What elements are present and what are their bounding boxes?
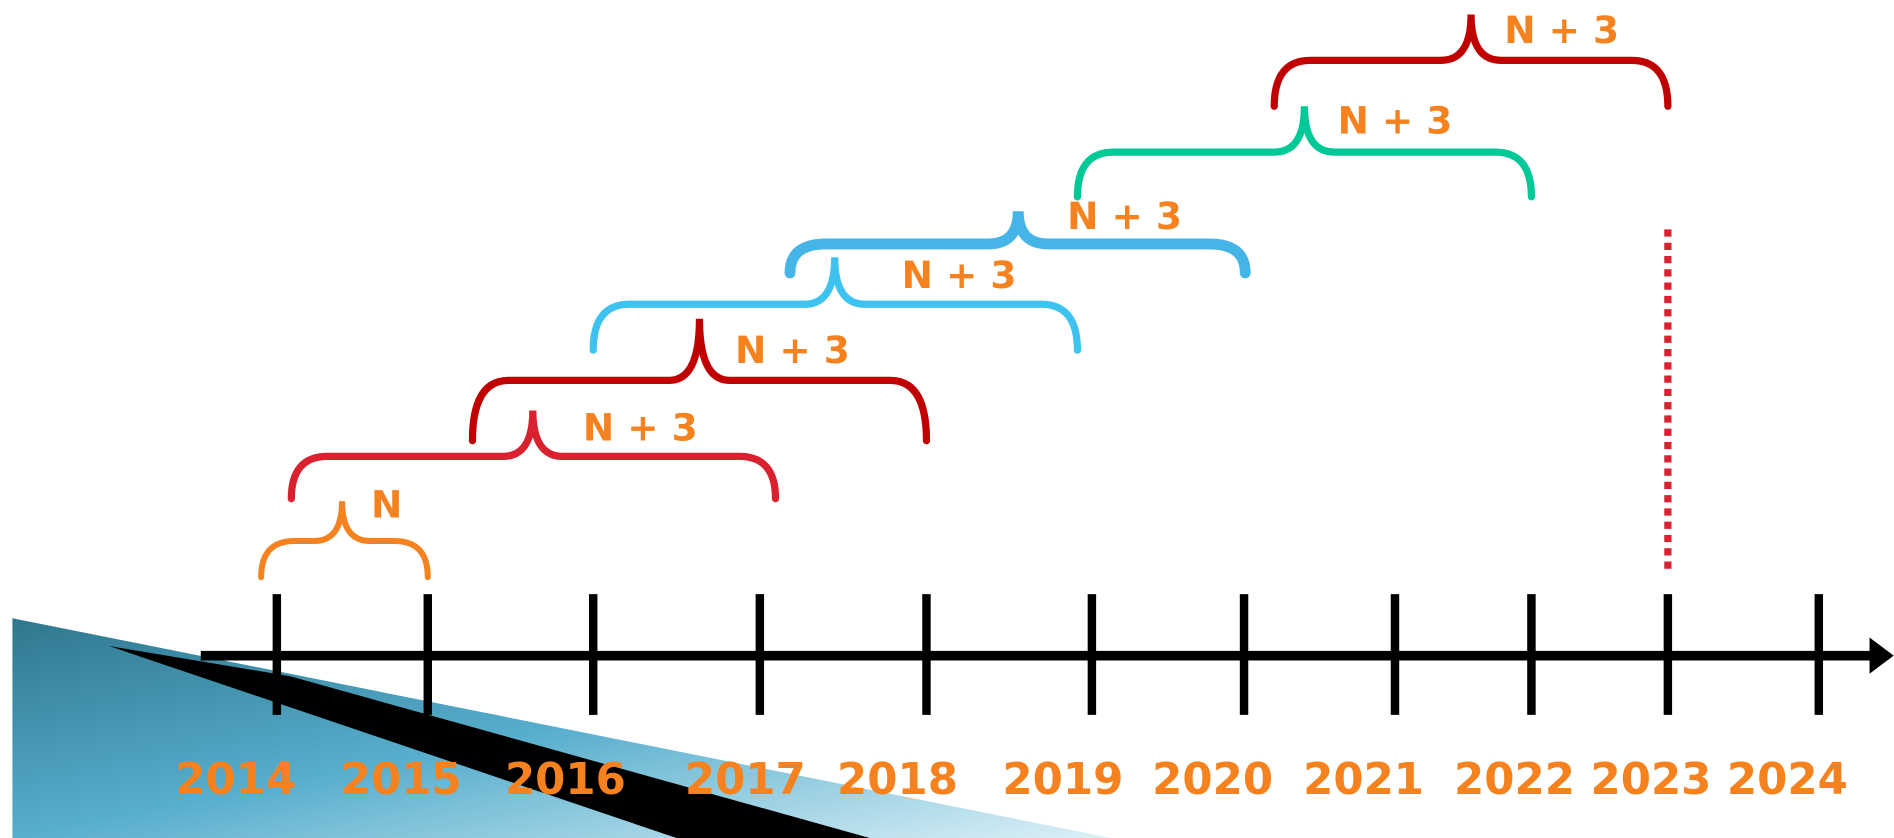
year-label: 2017 [685, 755, 806, 805]
year-label: 2020 [1152, 755, 1273, 805]
brace [472, 319, 926, 441]
year-label: 2022 [1454, 755, 1575, 805]
axis-arrow [1870, 638, 1894, 674]
timeline-diagram: 2014 2015 2016 2017 2018 2019 2020 2021 2022 2023… [0, 0, 1894, 838]
brace [291, 411, 775, 499]
brace-label: N + 3 [583, 405, 698, 449]
brace [261, 501, 428, 577]
year-label: 2015 [341, 755, 462, 805]
brace [1077, 106, 1531, 197]
brace-label: N + 3 [1338, 99, 1453, 143]
year-label: 2016 [505, 755, 626, 805]
year-label: 2019 [1002, 755, 1123, 805]
brace-label: N + 3 [735, 328, 850, 372]
brace-label: N + 3 [1504, 8, 1619, 52]
year-label: 2018 [837, 755, 958, 805]
year-label: 2021 [1303, 755, 1424, 805]
year-label: 2024 [1727, 755, 1848, 805]
brace-label: N + 3 [902, 253, 1017, 297]
brace-label: N [371, 483, 402, 527]
year-label: 2023 [1590, 755, 1711, 805]
brace-label: N + 3 [1067, 194, 1182, 238]
page: {"years": ["2014", "2015", "2016", "2017… [0, 0, 1894, 838]
year-label: 2014 [175, 755, 296, 805]
